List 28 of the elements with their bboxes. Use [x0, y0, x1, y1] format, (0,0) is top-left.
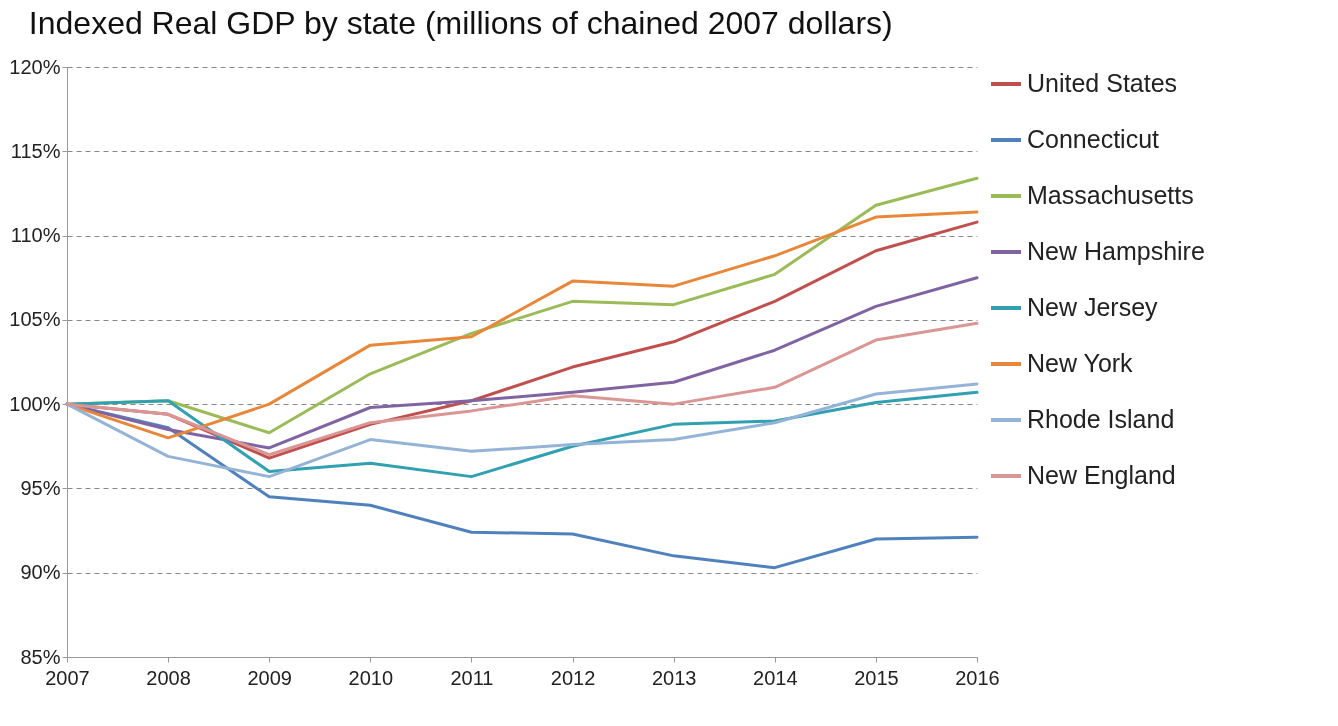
x-tick-label: 2008: [146, 666, 191, 689]
y-tick-label: 85%: [20, 645, 61, 668]
x-tick-label: 2011: [450, 666, 494, 689]
legend-label: United States: [1027, 69, 1178, 97]
y-tick-label: 100%: [9, 392, 61, 415]
legend-label: New Hampshire: [1027, 237, 1205, 265]
legend-label: New Jersey: [1027, 293, 1159, 321]
x-tick-label: 2009: [247, 666, 292, 689]
y-tick-label: 120%: [9, 55, 61, 78]
legend-label: New York: [1027, 349, 1134, 377]
y-tick-label: 95%: [20, 476, 61, 499]
x-tick-label: 2012: [550, 666, 596, 689]
y-tick-label: 105%: [9, 308, 61, 331]
x-tick-label: 2014: [753, 666, 798, 689]
chart-title: Indexed Real GDP by state (millions of chained 2007 dollars): [28, 5, 893, 41]
y-tick-label: 90%: [20, 561, 61, 584]
line-series: [65, 321, 979, 457]
legend-label: Rhode Island: [1027, 405, 1175, 433]
x-tick-label: 2016: [955, 666, 1000, 689]
x-tick-label: 2013: [651, 666, 697, 689]
legend-label: Massachusetts: [1027, 181, 1194, 209]
legend-label: New England: [1027, 461, 1176, 489]
y-tick-label: 110%: [10, 224, 61, 247]
legend-label: Connecticut: [1027, 125, 1160, 153]
x-tick-label: 2015: [854, 666, 899, 689]
y-tick-label: 115%: [10, 139, 61, 162]
x-tick-label: 2007: [45, 666, 90, 689]
x-tick-label: 2010: [348, 666, 394, 689]
